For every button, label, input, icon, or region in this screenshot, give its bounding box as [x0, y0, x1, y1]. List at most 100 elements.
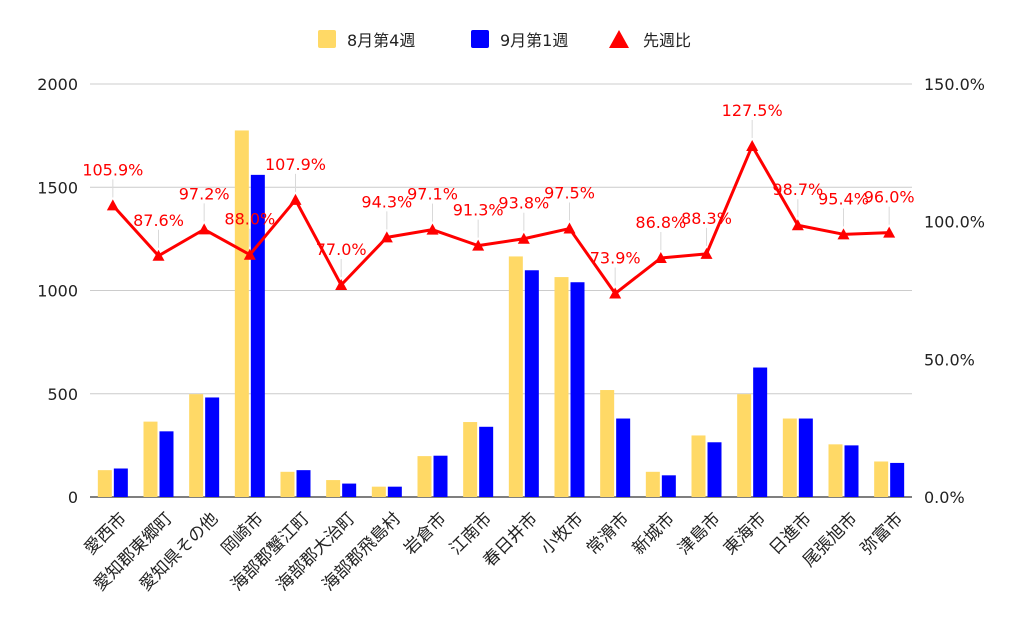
legend-marker-wow-ratio — [609, 30, 629, 48]
ratio-point[interactable] — [335, 278, 348, 290]
bar-sep-week1[interactable] — [342, 483, 357, 497]
bar-sep-week1[interactable] — [296, 470, 311, 497]
bar-aug-week4[interactable] — [828, 444, 843, 497]
ratio-data-label: 97.2% — [179, 184, 230, 203]
ratio-point[interactable] — [243, 248, 256, 260]
bar-aug-week4[interactable] — [691, 435, 706, 497]
ratio-data-label: 77.0% — [316, 240, 367, 259]
bar-sep-week1[interactable] — [524, 270, 539, 497]
bar-sep-week1[interactable] — [890, 462, 905, 497]
bar-sep-week1[interactable] — [616, 418, 631, 497]
bar-sep-week1[interactable] — [479, 426, 494, 497]
left-tick-label: 500 — [47, 385, 78, 404]
ratio-data-label: 97.1% — [407, 185, 458, 204]
legend: 8月第4週 9月第1週 先週比 — [318, 30, 691, 50]
ratio-line — [106, 139, 896, 299]
ratio-point[interactable] — [426, 223, 439, 235]
category-label: 常滑市 — [583, 509, 633, 559]
bar-aug-week4[interactable] — [417, 456, 432, 497]
legend-swatch-sep-week1 — [471, 30, 489, 48]
ratio-point[interactable] — [883, 226, 896, 238]
bar-aug-week4[interactable] — [97, 470, 112, 497]
left-tick-label: 1000 — [37, 282, 78, 301]
legend-item-sep-week1[interactable]: 9月第1週 — [471, 30, 568, 50]
bar-sep-week1[interactable] — [113, 468, 128, 497]
bar-aug-week4[interactable] — [508, 256, 523, 497]
bar-sep-week1[interactable] — [661, 475, 676, 497]
ratio-data-label: 87.6% — [133, 211, 184, 230]
category-label: 津島市 — [674, 509, 724, 559]
bar-aug-week4[interactable] — [234, 130, 249, 497]
category-label: 小牧市 — [537, 509, 587, 559]
right-tick-label: 50.0% — [924, 350, 975, 369]
ratio-point[interactable] — [198, 223, 211, 235]
bar-aug-week4[interactable] — [371, 486, 386, 497]
category-label: 弥富市 — [857, 509, 907, 559]
legend-label-sep-week1: 9月第1週 — [500, 31, 568, 50]
bar-aug-week4[interactable] — [554, 277, 569, 497]
bar-sep-week1[interactable] — [707, 442, 722, 497]
bar-aug-week4[interactable] — [782, 418, 797, 497]
legend-label-wow-ratio: 先週比 — [643, 31, 691, 50]
bar-sep-week1[interactable] — [433, 455, 448, 497]
ratio-point[interactable] — [700, 247, 713, 259]
ratio-data-label: 107.9% — [265, 155, 326, 174]
bar-sep-week1[interactable] — [159, 431, 174, 497]
ratio-data-label: 96.0% — [864, 188, 915, 207]
bar-sep-week1[interactable] — [205, 397, 220, 497]
bar-aug-week4[interactable] — [463, 422, 478, 497]
ratio-data-label: 88.3% — [681, 209, 732, 228]
legend-label-aug-week4: 8月第4週 — [347, 31, 415, 50]
ratio-point[interactable] — [837, 228, 850, 240]
ratio-data-label: 95.4% — [818, 189, 869, 208]
bar-aug-week4[interactable] — [326, 480, 341, 497]
bar-sep-week1[interactable] — [844, 445, 859, 497]
ratio-point[interactable] — [380, 231, 393, 243]
left-axis: 0 500 1000 1500 2000 — [37, 75, 78, 507]
ratio-point[interactable] — [106, 199, 119, 211]
bar-sep-week1[interactable] — [250, 174, 265, 498]
ratio-point[interactable] — [563, 222, 576, 234]
bar-aug-week4[interactable] — [143, 421, 158, 497]
ratio-data-label: 127.5% — [722, 101, 783, 120]
right-axis: 0.0% 50.0% 100.0% 150.0% — [924, 75, 985, 507]
ratio-point[interactable] — [472, 239, 485, 251]
ratio-point[interactable] — [152, 249, 165, 261]
bar-aug-week4[interactable] — [280, 471, 295, 497]
bar-sep-week1[interactable] — [570, 282, 585, 497]
ratio-point[interactable] — [654, 252, 667, 264]
legend-item-wow-ratio[interactable]: 先週比 — [609, 30, 691, 50]
bar-aug-week4[interactable] — [874, 461, 889, 497]
bar-aug-week4[interactable] — [737, 394, 752, 497]
ratio-data-label: 88.0% — [224, 210, 275, 229]
left-tick-label: 1500 — [37, 178, 78, 197]
bar-aug-week4[interactable] — [600, 390, 615, 497]
ratio-labels: 105.9%87.6%97.2%88.0%107.9%77.0%94.3%97.… — [82, 101, 915, 286]
bar-aug-week4[interactable] — [189, 394, 204, 497]
ratio-point[interactable] — [609, 287, 622, 299]
right-tick-label: 0.0% — [924, 488, 965, 507]
right-tick-label: 150.0% — [924, 75, 985, 94]
ratio-data-label: 94.3% — [361, 192, 412, 211]
ratio-data-label: 98.7% — [772, 180, 823, 199]
left-tick-label: 2000 — [37, 75, 78, 94]
ratio-point[interactable] — [289, 193, 302, 205]
bar-aug-week4[interactable] — [645, 471, 660, 497]
bar-sep-week1[interactable] — [798, 418, 813, 497]
ratio-data-label: 97.5% — [544, 184, 595, 203]
ratio-line-path — [111, 144, 890, 296]
left-tick-label: 0 — [68, 488, 78, 507]
bar-sep-week1[interactable] — [387, 486, 402, 497]
category-label: 岩倉市 — [400, 509, 450, 559]
ratio-data-label: 91.3% — [453, 201, 504, 220]
ratio-point[interactable] — [746, 139, 759, 151]
category-axis: 愛西市愛知郡東郷町愛知県その他岡崎市海部郡蟹江町海部郡大治町海部郡飛島村岩倉市江… — [81, 509, 908, 595]
ratio-point[interactable] — [791, 219, 804, 231]
ratio-data-label: 86.8% — [635, 213, 686, 232]
legend-item-aug-week4[interactable]: 8月第4週 — [318, 30, 415, 50]
ratio-data-label: 73.9% — [590, 249, 641, 268]
ratio-point[interactable] — [517, 232, 530, 244]
bar-sep-week1[interactable] — [753, 367, 768, 497]
